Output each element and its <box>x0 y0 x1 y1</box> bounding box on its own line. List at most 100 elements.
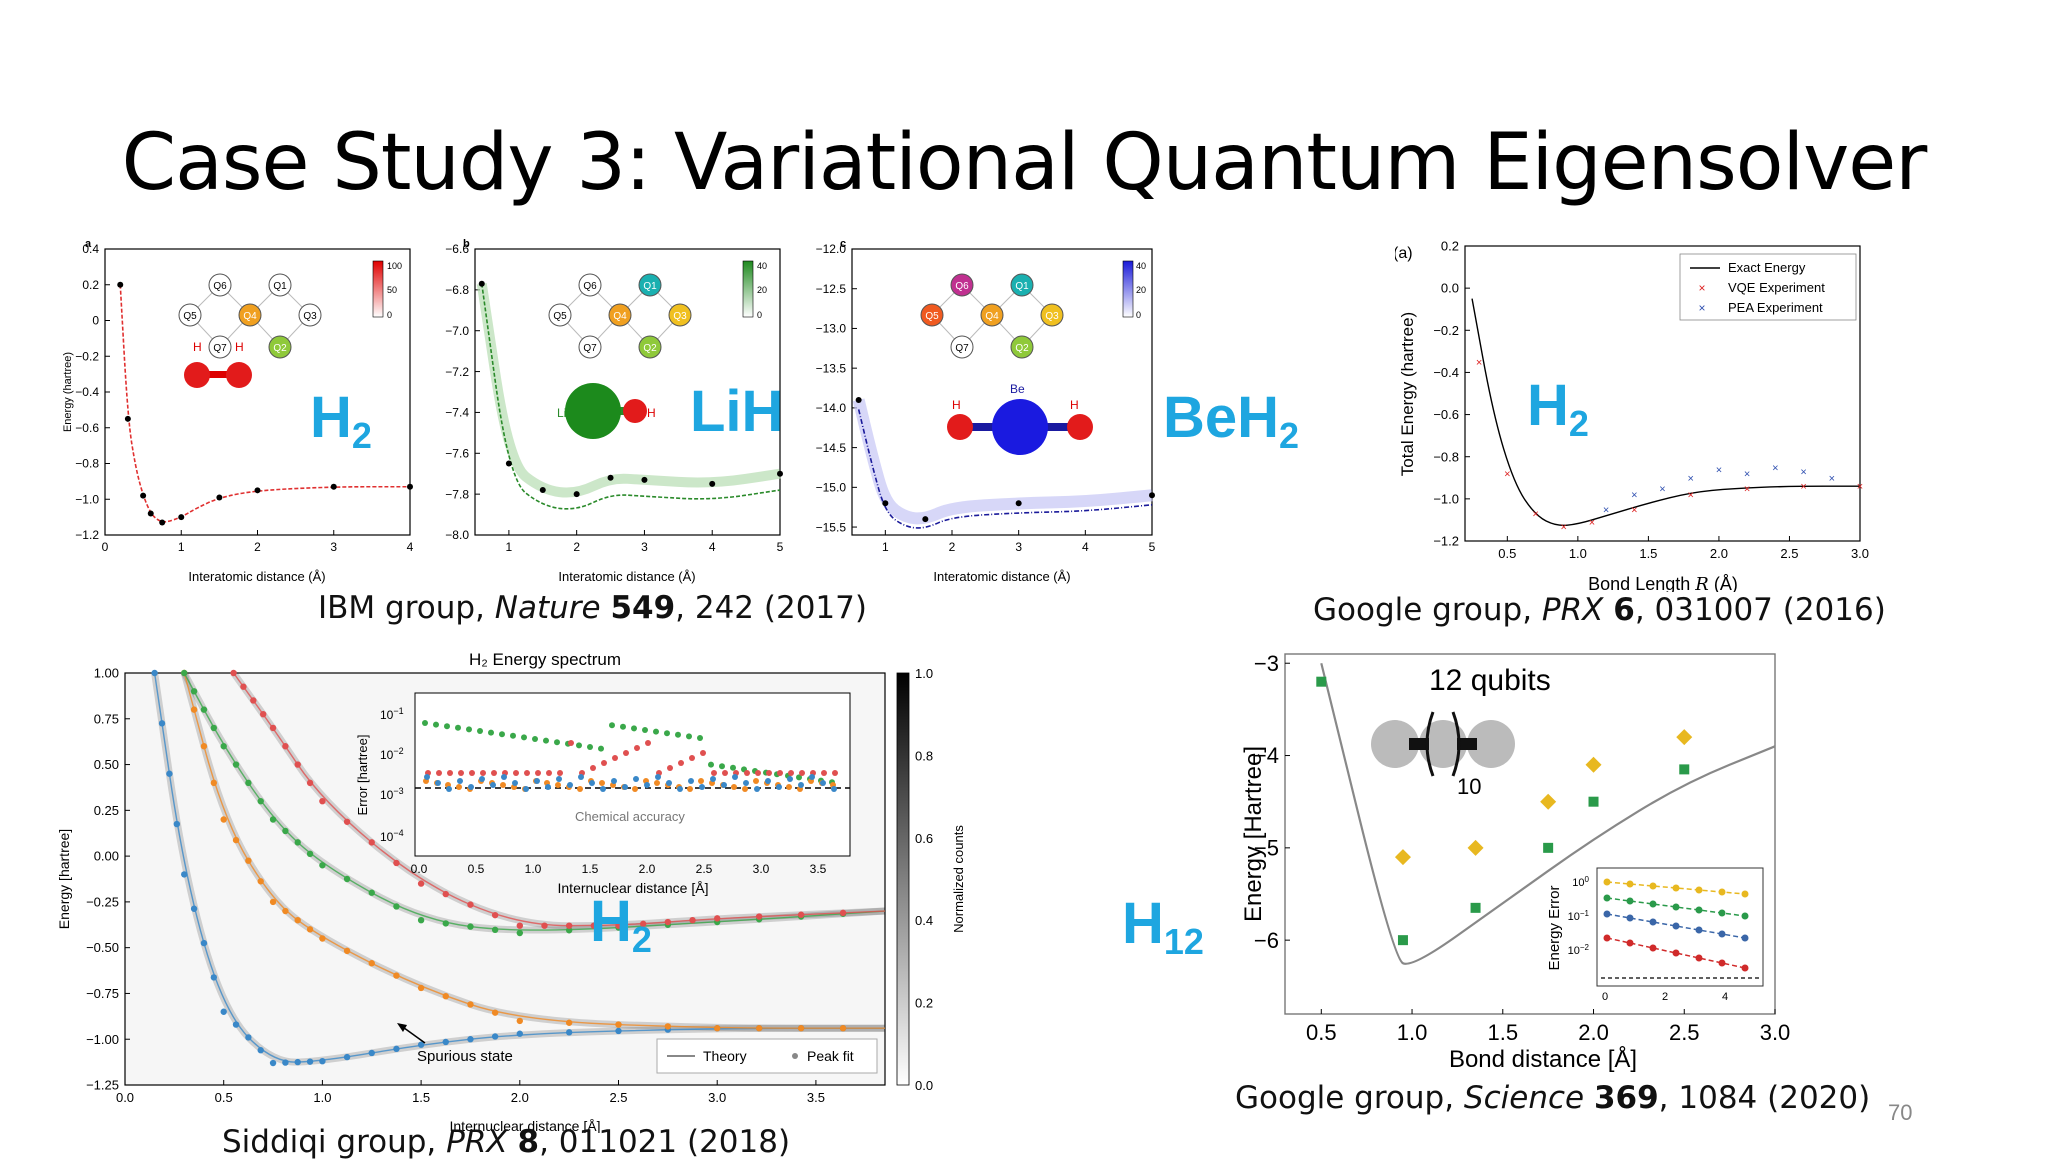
inset-point <box>722 770 728 776</box>
peak-fit-point <box>417 1041 425 1048</box>
peak-fit-point <box>181 871 188 878</box>
data-point <box>254 487 261 494</box>
vqe-point: × <box>1561 521 1567 533</box>
peak-fit-point <box>220 743 227 750</box>
inset-x-tick-label: 0.5 <box>468 862 485 876</box>
peak-fit-point <box>306 779 314 787</box>
inset-point <box>622 784 628 790</box>
svg-text:Q1: Q1 <box>643 281 657 292</box>
svg-text:H: H <box>193 340 202 354</box>
green-square-point <box>1679 764 1690 775</box>
y-tick-label: −4 <box>1254 743 1279 768</box>
data-point <box>777 470 783 477</box>
svg-text:H: H <box>647 406 656 420</box>
theory-curve <box>183 672 886 931</box>
pea-points: × × × × × × × × × <box>1603 462 1835 516</box>
peak-fit-point <box>467 1001 474 1008</box>
data-point <box>882 500 889 507</box>
peak-fit-point <box>282 1059 289 1066</box>
pea-point: × <box>1631 490 1637 502</box>
ibm-a-xlabel: Interatomic distance (Å) <box>188 569 325 584</box>
peak-fit-point <box>442 1038 449 1046</box>
x-tick-label: 4 <box>1082 540 1089 554</box>
peak-fit-point <box>306 1058 314 1065</box>
inset-point <box>567 782 573 788</box>
inset-point <box>1672 903 1680 911</box>
google-prx-y-ticks: 0.2 0.0 −0.2 −0.4 −0.6 −0.8 −1.0 −1.2 <box>1433 239 1470 549</box>
svg-text:0: 0 <box>387 310 392 320</box>
green-square-point <box>1316 676 1327 687</box>
peak-fit-point <box>282 743 289 750</box>
y-tick-label: −6 <box>1254 928 1279 953</box>
vqe-point: × <box>1589 517 1595 529</box>
yellow-diamond-point <box>1394 849 1411 866</box>
x-tick-label: 2.0 <box>1710 546 1728 561</box>
inset-point <box>480 770 486 776</box>
svg-text:Q6: Q6 <box>955 281 969 292</box>
x-tick-label: 1 <box>882 540 889 554</box>
qubit-diagram-b: Q6 Q1 Q5 Q4 Q3 Q7 Q2 <box>548 273 692 359</box>
inset-point <box>458 770 464 776</box>
svg-text:VQE Experiment: VQE Experiment <box>1728 280 1825 295</box>
google-prx-x-ticks: 0.5 1.0 1.5 2.0 2.5 3.0 <box>1498 536 1869 561</box>
x-tick-label: 3 <box>1015 540 1022 554</box>
google-science-figure: −3 −4 −5 −6 0.5 1.0 1.5 2.0 2.5 3.0 12 qubits 10… <box>1240 651 1790 1073</box>
inset-point <box>510 732 516 739</box>
inset-point <box>711 770 717 776</box>
svg-text:Q1: Q1 <box>1015 281 1029 292</box>
inset-point <box>832 770 838 776</box>
svg-text:H: H <box>235 340 244 354</box>
pea-point: × <box>1772 462 1778 474</box>
y-tick-label: −12.0 <box>816 242 847 256</box>
inset-point <box>731 784 737 790</box>
inset-line <box>1606 913 1746 939</box>
y-tick-label: −6.6 <box>445 242 469 256</box>
inset-point <box>666 780 672 786</box>
inset-point <box>577 786 583 792</box>
inset-point <box>634 745 640 751</box>
inset-point <box>444 723 450 730</box>
siddiqi-x-ticks: 0.0 0.5 1.0 1.5 2.0 2.5 3.0 3.5 <box>116 1080 825 1105</box>
y-tick-label: 0.25 <box>94 803 119 818</box>
inset-point <box>809 774 815 780</box>
inset-point <box>1626 880 1634 888</box>
inset-point <box>742 786 748 792</box>
plot-frame <box>851 248 1153 536</box>
inset-point <box>798 782 804 788</box>
peak-fit-point <box>240 683 247 690</box>
inset-point <box>730 764 736 771</box>
inset-point <box>534 778 540 784</box>
plot-frame <box>474 248 781 536</box>
siddiqi-legend: Theory Peak fit <box>656 1038 878 1074</box>
peak-fit-point <box>269 898 277 906</box>
y-tick-label: −0.6 <box>75 421 99 435</box>
inset-point <box>512 780 518 786</box>
svg-text:Q4: Q4 <box>243 311 257 322</box>
colorbar-c <box>1122 260 1134 318</box>
peak-fit-point <box>232 761 240 768</box>
google-prx-ylabel: Total Energy (hartree) <box>1398 312 1417 476</box>
inset-point <box>642 727 648 733</box>
peak-fit-point <box>839 1025 847 1032</box>
ibm-c-xlabel: Interatomic distance (Å) <box>933 569 1070 584</box>
inset-point <box>820 780 826 786</box>
data-point <box>407 483 413 490</box>
ibm-a-theory-curve <box>119 284 410 523</box>
ibm-b-x-ticks: 1 2 3 4 5 <box>506 530 784 554</box>
inset-point <box>1626 939 1634 947</box>
data-point <box>641 476 648 483</box>
citation-google-prx: Google group, PRX 6, 031007 (2016) <box>1313 592 1886 628</box>
y-tick-label: −1.25 <box>86 1078 119 1093</box>
inset-point <box>576 742 582 749</box>
svg-text:Exact Energy: Exact Energy <box>1728 260 1806 275</box>
x-tick-label: 1.5 <box>412 1090 430 1105</box>
molecule-label-h12: H12 <box>1122 891 1204 962</box>
x-tick-label: 1.0 <box>1397 1020 1428 1045</box>
vqe-point: × <box>1532 509 1538 521</box>
colorbar-a <box>372 260 384 318</box>
siddiqi-colorbar <box>896 672 910 1086</box>
siddiqi-figure: H₂ Energy spectrum 1.00 0.75 0.50 0.25 0.00 −… <box>56 650 966 1133</box>
x-tick-label: 5 <box>777 540 784 554</box>
peak-fit-point <box>615 1027 622 1035</box>
